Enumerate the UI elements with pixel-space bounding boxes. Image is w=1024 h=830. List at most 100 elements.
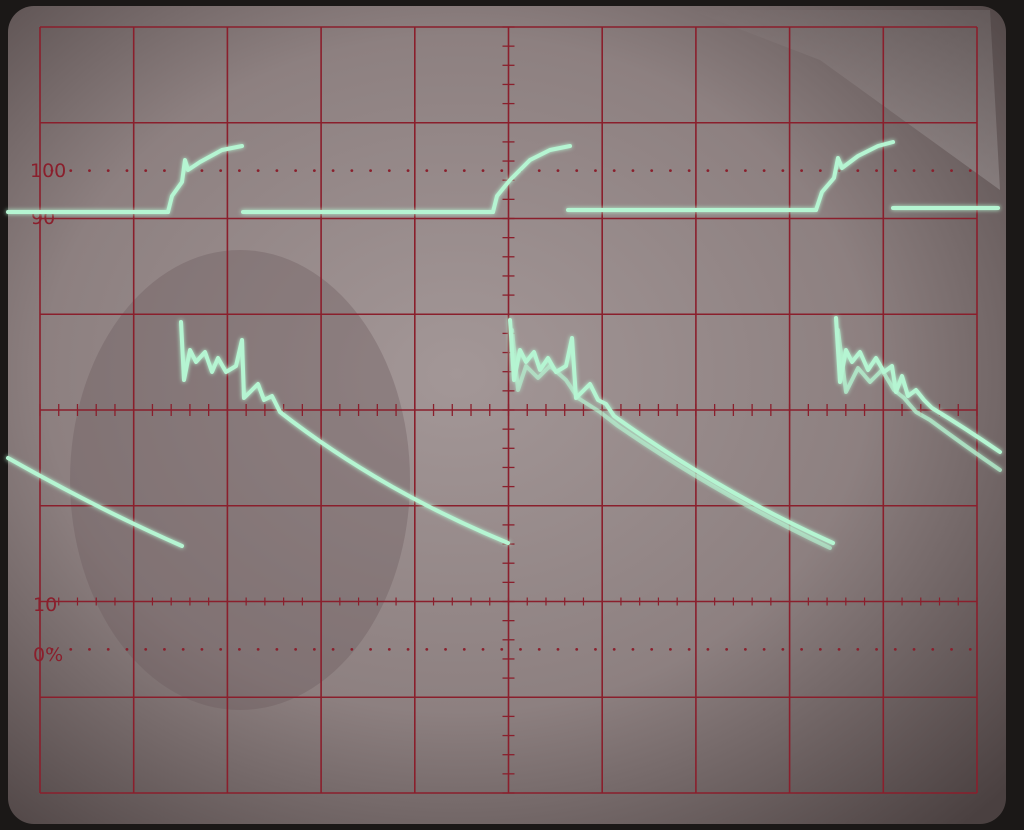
- grid-dotted-mark: [387, 169, 391, 173]
- grid-dotted-mark: [912, 169, 916, 173]
- grid-dotted-mark: [144, 647, 148, 651]
- grid-dotted-mark: [144, 169, 148, 173]
- grid-dotted-mark: [369, 647, 372, 651]
- grid-dotted-mark: [912, 647, 916, 651]
- grid-dotted-mark: [294, 169, 298, 173]
- grid-dotted-mark: [238, 169, 241, 173]
- grid-dotted-mark: [50, 647, 54, 651]
- grid-dotted-mark: [743, 169, 747, 173]
- grid-dotted-mark: [106, 169, 110, 173]
- grid-dotted-mark: [219, 647, 223, 651]
- grid-dotted-mark: [669, 169, 672, 173]
- grid-dotted-mark: [725, 169, 729, 173]
- grid-dotted-mark: [650, 169, 654, 173]
- label-0-percent: 0%: [33, 644, 63, 666]
- grid-dotted-mark: [275, 647, 279, 651]
- label-100: 100: [30, 160, 66, 182]
- trace-top-segment: [491, 144, 572, 214]
- grid-dotted-mark: [331, 169, 335, 173]
- grid-dotted-mark: [556, 647, 560, 651]
- trace-top-segment: [814, 140, 895, 212]
- grid-dotted-mark: [725, 647, 729, 651]
- grid-dotted-mark: [950, 647, 953, 651]
- grid-dotted-mark: [856, 169, 860, 173]
- grid-dotted-mark: [781, 169, 785, 173]
- graticule-grid: [39, 26, 978, 794]
- grid-dotted-mark: [931, 169, 935, 173]
- grid-dotted-mark: [575, 169, 579, 173]
- grid-dotted-mark: [631, 647, 635, 651]
- grid-dotted-mark: [669, 647, 672, 651]
- grid-dotted-mark: [743, 647, 747, 651]
- grid-dotted-mark: [818, 647, 822, 651]
- grid-dotted-mark: [481, 169, 485, 173]
- grid-dotted-mark: [406, 169, 410, 173]
- grid-dotted-mark: [837, 169, 841, 173]
- grid-dotted-mark: [762, 169, 766, 173]
- grid-dotted-mark: [106, 647, 110, 651]
- grid-dotted-mark: [968, 647, 972, 651]
- grid-dotted-mark: [406, 647, 410, 651]
- grid-dotted-mark: [800, 647, 803, 651]
- grid-dotted-mark: [256, 169, 260, 173]
- grid-dotted-mark: [631, 169, 635, 173]
- grid-dotted-mark: [312, 169, 316, 173]
- reflection-shadow: [70, 250, 410, 710]
- grid-dotted-mark: [893, 647, 897, 651]
- grid-dotted-mark: [88, 169, 91, 173]
- grid-dotted-mark: [200, 169, 204, 173]
- screen-glare: [690, 10, 1000, 190]
- grid-dotted-mark: [331, 647, 335, 651]
- grid-dotted-mark: [968, 169, 972, 173]
- grid-dotted-mark: [69, 169, 73, 173]
- trace-bottom-segment: [510, 328, 832, 550]
- grid-dotted-mark: [181, 647, 185, 651]
- grid-dotted-mark: [612, 647, 616, 651]
- trace-bottom-segment: [836, 328, 1002, 472]
- signal-traces: [6, 140, 1002, 550]
- grid-dotted-mark: [706, 169, 710, 173]
- grid-dotted-mark: [350, 169, 354, 173]
- grid-dotted-mark: [519, 647, 522, 651]
- grid-dotted-mark: [650, 647, 654, 651]
- grid-dotted-mark: [69, 647, 73, 651]
- grid-dotted-mark: [837, 647, 841, 651]
- grid-dotted-mark: [594, 647, 597, 651]
- grid-dotted-mark: [893, 169, 897, 173]
- grid-dotted-mark: [387, 647, 391, 651]
- grid-dotted-mark: [256, 647, 260, 651]
- grid-dotted-mark: [875, 169, 878, 173]
- grid-dotted-mark: [875, 647, 878, 651]
- grid-dotted-mark: [425, 169, 429, 173]
- trace-bottom-segment: [6, 456, 184, 548]
- grid-dotted-mark: [575, 647, 579, 651]
- grid-dotted-mark: [594, 169, 597, 173]
- grid-dotted-mark: [612, 169, 616, 173]
- grid-dotted-mark: [950, 169, 953, 173]
- trace-bottom-segment: [834, 316, 1002, 454]
- grid-dotted-mark: [537, 169, 541, 173]
- grid-dotted-mark: [312, 647, 316, 651]
- grid-dotted-mark: [425, 647, 429, 651]
- grid-dotted-mark: [163, 169, 166, 173]
- label-10: 10: [33, 594, 57, 616]
- trace-bottom-segment: [179, 320, 510, 545]
- grid-dotted-mark: [687, 647, 691, 651]
- grid-dotted-mark: [818, 169, 822, 173]
- grid-dotted-mark: [462, 169, 466, 173]
- grid-dotted-mark: [163, 647, 166, 651]
- grid-dotted-mark: [500, 169, 504, 173]
- grid-dotted-mark: [781, 647, 785, 651]
- grid-dotted-mark: [219, 169, 223, 173]
- grid-dotted-mark: [762, 647, 766, 651]
- grid-dotted-mark: [238, 647, 241, 651]
- grid-dotted-mark: [800, 169, 803, 173]
- trace-top-segment: [166, 144, 244, 214]
- grid-dotted-mark: [481, 647, 485, 651]
- grid-dotted-mark: [200, 647, 204, 651]
- grid-dotted-mark: [687, 169, 691, 173]
- grid-dotted-mark: [294, 647, 298, 651]
- grid-dotted-mark: [50, 169, 54, 173]
